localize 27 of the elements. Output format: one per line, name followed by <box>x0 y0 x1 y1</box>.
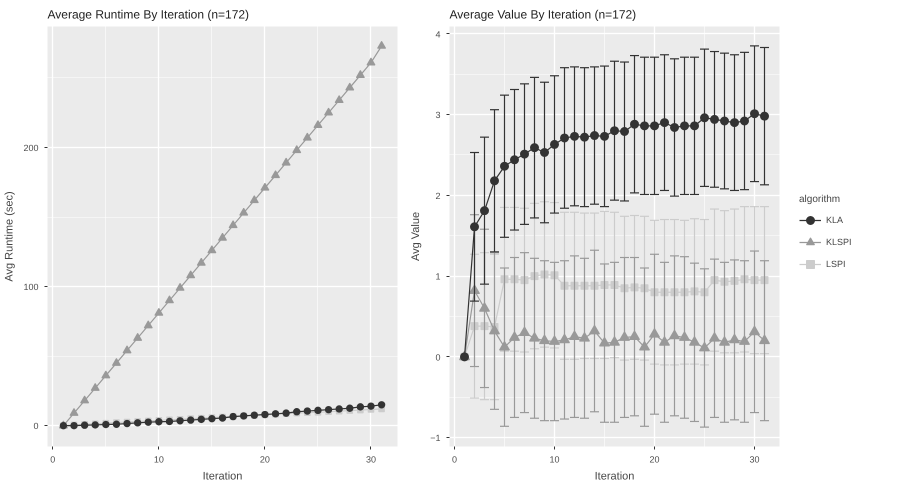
x-tick-label: 20 <box>649 454 660 464</box>
y-tick-label: 3 <box>435 110 441 120</box>
x-axis-title: Iteration <box>594 470 634 482</box>
x-tick-label: 0 <box>452 454 458 464</box>
y-tick-label: −1 <box>430 433 441 444</box>
y-tick-label: 4 <box>435 29 441 40</box>
x-axis-title: Iteration <box>202 470 242 482</box>
y-axis-title: Avg Runtime (sec) <box>3 191 16 282</box>
y-axis-title: Avg Value <box>410 212 422 262</box>
y-tick-label: 1 <box>435 272 441 282</box>
legend-label: KLSPI <box>826 236 852 246</box>
chart-title: Average Value By Iteration (n=172) <box>450 8 636 22</box>
x-tick-label: 10 <box>549 454 560 464</box>
legend-label: LSPI <box>826 258 846 268</box>
x-tick-label: 10 <box>154 454 164 464</box>
x-tick-label: 0 <box>50 454 56 464</box>
x-tick-label: 30 <box>366 454 376 464</box>
x-tick-label: 30 <box>749 454 760 464</box>
legend-label: KLA <box>826 214 844 224</box>
chart-title: Average Runtime By Iteration (n=172) <box>48 8 250 22</box>
y-tick-label: 100 <box>23 282 39 292</box>
legend-title: algorithm <box>799 194 842 204</box>
y-tick-label: 0 <box>435 352 441 362</box>
y-tick-label: 2 <box>435 190 441 201</box>
x-tick-label: 20 <box>260 454 270 464</box>
y-tick-label: 200 <box>23 142 39 153</box>
y-tick-label: 0 <box>33 421 39 432</box>
